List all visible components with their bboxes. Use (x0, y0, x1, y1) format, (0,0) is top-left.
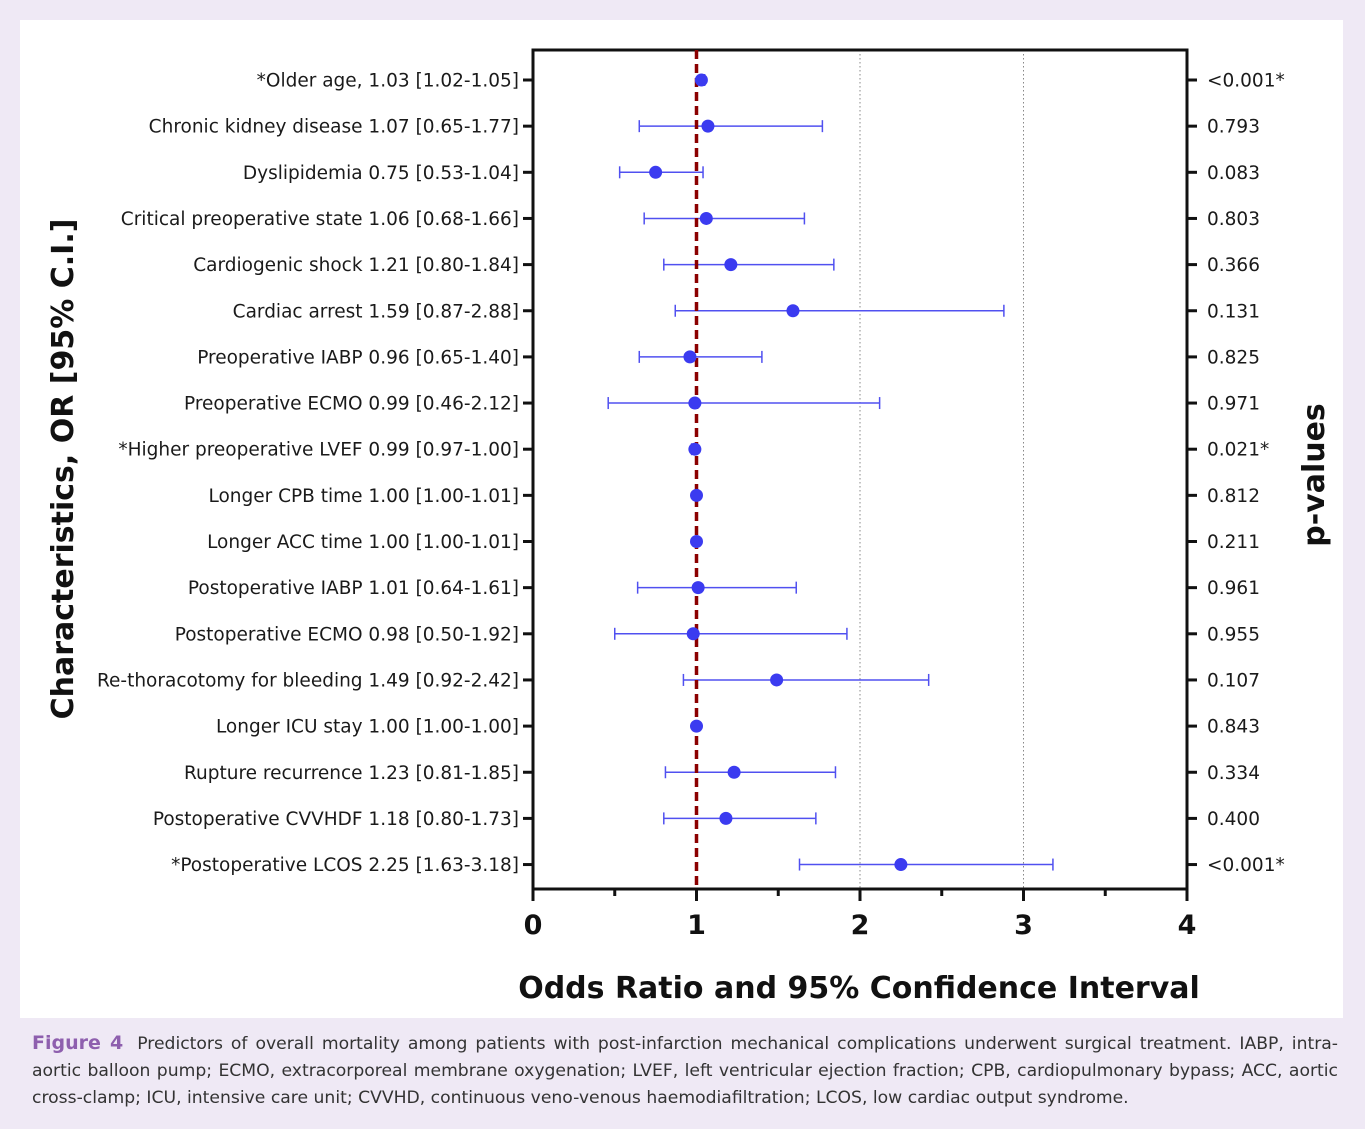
or-point (694, 73, 708, 87)
row-label: Dyslipidemia 0.75 [0.53-1.04] (243, 163, 519, 184)
p-value: 0.812 (1207, 486, 1260, 507)
figure-label: Figure 4 (32, 1032, 124, 1054)
or-point (690, 488, 703, 502)
p-value: 0.131 (1207, 301, 1260, 322)
row-label: Re-thoracotomy for bleeding 1.49 [0.92-2… (97, 670, 519, 691)
or-point (699, 211, 713, 225)
row-label: Postoperative CVVHDF 1.18 [0.80-1.73] (153, 809, 519, 830)
or-point (701, 119, 715, 133)
or-point (688, 442, 702, 456)
row-label: Critical preoperative state 1.06 [0.68-1… (121, 209, 519, 230)
row-label: Preoperative IABP 0.96 [0.65-1.40] (197, 347, 519, 368)
or-point (786, 304, 800, 318)
p-value: 0.334 (1207, 763, 1260, 784)
figure-caption: Figure 4 Predictors of overall mortality… (32, 1030, 1338, 1112)
row-label: Rupture recurrence 1.23 [0.81-1.85] (184, 763, 519, 784)
p-value: <0.001* (1207, 71, 1285, 92)
p-value: 0.843 (1207, 717, 1260, 738)
or-point (719, 811, 733, 825)
caption-text: Predictors of overall mortality among pa… (32, 1034, 1338, 1108)
p-value: 0.825 (1207, 347, 1260, 368)
or-point (690, 535, 703, 548)
row-label: Longer CPB time 1.00 [1.00-1.01] (208, 486, 519, 507)
row-label: *Postoperative LCOS 2.25 [1.63-3.18] (171, 855, 519, 876)
chart-panel (20, 20, 1343, 1018)
x-tick-label: 1 (687, 910, 706, 941)
row-label: Postoperative IABP 1.01 [0.64-1.61] (188, 578, 519, 599)
row-label: Postoperative ECMO 0.98 [0.50-1.92] (175, 624, 519, 645)
plot-layer: 0 1 2 3 4 *Older age, 1.03 [1.02-1.05] <0.001*… (97, 48, 1285, 941)
x-axis-title: Odds Ratio and 95% Confidence Interval (518, 971, 1200, 1006)
row-label: Chronic kidney disease 1.07 [0.65-1.77] (149, 117, 519, 138)
row-label: Longer ICU stay 1.00 [1.00-1.00] (216, 717, 519, 738)
p-value: 0.793 (1207, 117, 1260, 138)
p-value: <0.001* (1207, 855, 1285, 876)
p-value: 0.021* (1207, 440, 1269, 461)
p-value: 0.400 (1207, 809, 1260, 830)
right-axis-title: p-values (1297, 403, 1332, 547)
p-value: 0.803 (1207, 209, 1260, 230)
row-label: Cardiogenic shock 1.21 [0.80-1.84] (193, 255, 519, 276)
p-value: 0.211 (1207, 532, 1260, 553)
x-tick-label: 4 (1178, 910, 1197, 941)
p-value: 0.107 (1207, 670, 1260, 691)
x-tick-label: 3 (1014, 910, 1033, 941)
p-value: 0.083 (1207, 163, 1260, 184)
row-label: *Older age, 1.03 [1.02-1.05] (257, 71, 519, 92)
or-point (727, 765, 741, 779)
or-point (770, 673, 784, 687)
row-label: Longer ACC time 1.00 [1.00-1.01] (207, 532, 519, 553)
or-point (686, 627, 700, 641)
row-label: Preoperative ECMO 0.99 [0.46-2.12] (184, 394, 519, 415)
p-value: 0.961 (1207, 578, 1260, 599)
or-point (894, 858, 908, 872)
y-axis-title: Characteristics, OR [95% C.I.] (46, 219, 81, 720)
or-point (688, 396, 702, 410)
or-point (691, 581, 705, 595)
forest-plot: Characteristics, OR [95% C.I.] p-values … (46, 48, 1332, 1006)
or-point (724, 258, 738, 272)
row-label: *Higher preoperative LVEF 0.99 [0.97-1.0… (118, 440, 519, 461)
row-label: Cardiac arrest 1.59 [0.87-2.88] (233, 301, 519, 322)
p-value: 0.366 (1207, 255, 1260, 276)
or-point (690, 719, 703, 733)
x-tick-label: 2 (851, 910, 870, 941)
or-point (649, 165, 663, 179)
x-tick-label: 0 (524, 910, 543, 941)
p-value: 0.971 (1207, 394, 1260, 415)
or-point (683, 350, 697, 364)
p-value: 0.955 (1207, 624, 1260, 645)
